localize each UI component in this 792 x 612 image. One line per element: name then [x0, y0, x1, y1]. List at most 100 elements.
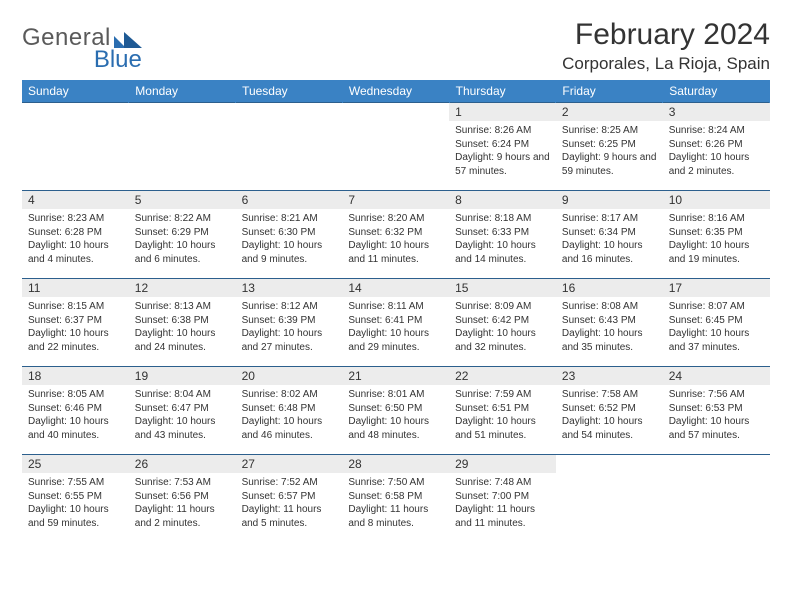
day-number: 5 [129, 191, 236, 209]
calendar-cell: 8Sunrise: 8:18 AMSunset: 6:33 PMDaylight… [449, 191, 556, 279]
weekday-header: Friday [556, 80, 663, 103]
calendar-cell: 25Sunrise: 7:55 AMSunset: 6:55 PMDayligh… [22, 455, 129, 543]
day-number: 25 [22, 455, 129, 473]
weekday-header: Monday [129, 80, 236, 103]
day-number: 17 [663, 279, 770, 297]
day-details: Sunrise: 8:17 AMSunset: 6:34 PMDaylight:… [556, 209, 663, 272]
weekday-header: Thursday [449, 80, 556, 103]
calendar-cell [236, 103, 343, 191]
day-number: 22 [449, 367, 556, 385]
day-details: Sunrise: 8:20 AMSunset: 6:32 PMDaylight:… [342, 209, 449, 272]
logo-text-blue: Blue [94, 46, 142, 73]
calendar-cell [663, 455, 770, 543]
weekday-header: Tuesday [236, 80, 343, 103]
calendar-cell: 1Sunrise: 8:26 AMSunset: 6:24 PMDaylight… [449, 103, 556, 191]
header: GeneralBlue February 2024 Corporales, La… [22, 18, 770, 74]
day-details: Sunrise: 8:05 AMSunset: 6:46 PMDaylight:… [22, 385, 129, 448]
day-details: Sunrise: 8:11 AMSunset: 6:41 PMDaylight:… [342, 297, 449, 360]
calendar-cell: 24Sunrise: 7:56 AMSunset: 6:53 PMDayligh… [663, 367, 770, 455]
calendar-cell [556, 455, 663, 543]
day-number: 10 [663, 191, 770, 209]
day-details: Sunrise: 8:07 AMSunset: 6:45 PMDaylight:… [663, 297, 770, 360]
calendar-cell: 2Sunrise: 8:25 AMSunset: 6:25 PMDaylight… [556, 103, 663, 191]
day-details: Sunrise: 8:04 AMSunset: 6:47 PMDaylight:… [129, 385, 236, 448]
day-details: Sunrise: 7:59 AMSunset: 6:51 PMDaylight:… [449, 385, 556, 448]
day-number: 28 [342, 455, 449, 473]
day-number: 2 [556, 103, 663, 121]
weekday-header-row: SundayMondayTuesdayWednesdayThursdayFrid… [22, 80, 770, 103]
calendar-cell: 9Sunrise: 8:17 AMSunset: 6:34 PMDaylight… [556, 191, 663, 279]
calendar-cell: 5Sunrise: 8:22 AMSunset: 6:29 PMDaylight… [129, 191, 236, 279]
day-details: Sunrise: 7:56 AMSunset: 6:53 PMDaylight:… [663, 385, 770, 448]
day-details: Sunrise: 8:22 AMSunset: 6:29 PMDaylight:… [129, 209, 236, 272]
day-details: Sunrise: 7:53 AMSunset: 6:56 PMDaylight:… [129, 473, 236, 536]
calendar-cell: 15Sunrise: 8:09 AMSunset: 6:42 PMDayligh… [449, 279, 556, 367]
day-details: Sunrise: 7:55 AMSunset: 6:55 PMDaylight:… [22, 473, 129, 536]
day-details: Sunrise: 8:09 AMSunset: 6:42 PMDaylight:… [449, 297, 556, 360]
calendar-week-row: 11Sunrise: 8:15 AMSunset: 6:37 PMDayligh… [22, 279, 770, 367]
day-number: 12 [129, 279, 236, 297]
calendar-cell: 21Sunrise: 8:01 AMSunset: 6:50 PMDayligh… [342, 367, 449, 455]
calendar-week-row: 25Sunrise: 7:55 AMSunset: 6:55 PMDayligh… [22, 455, 770, 543]
day-details: Sunrise: 8:13 AMSunset: 6:38 PMDaylight:… [129, 297, 236, 360]
day-number: 23 [556, 367, 663, 385]
day-number: 24 [663, 367, 770, 385]
day-number: 18 [22, 367, 129, 385]
calendar-cell: 22Sunrise: 7:59 AMSunset: 6:51 PMDayligh… [449, 367, 556, 455]
calendar-cell [22, 103, 129, 191]
day-details: Sunrise: 7:52 AMSunset: 6:57 PMDaylight:… [236, 473, 343, 536]
calendar-cell: 19Sunrise: 8:04 AMSunset: 6:47 PMDayligh… [129, 367, 236, 455]
day-number: 20 [236, 367, 343, 385]
day-details: Sunrise: 7:58 AMSunset: 6:52 PMDaylight:… [556, 385, 663, 448]
calendar-cell: 17Sunrise: 8:07 AMSunset: 6:45 PMDayligh… [663, 279, 770, 367]
calendar-cell: 16Sunrise: 8:08 AMSunset: 6:43 PMDayligh… [556, 279, 663, 367]
day-number: 19 [129, 367, 236, 385]
day-number: 3 [663, 103, 770, 121]
day-details: Sunrise: 8:08 AMSunset: 6:43 PMDaylight:… [556, 297, 663, 360]
day-number: 14 [342, 279, 449, 297]
day-number: 6 [236, 191, 343, 209]
weekday-header: Saturday [663, 80, 770, 103]
calendar-cell: 28Sunrise: 7:50 AMSunset: 6:58 PMDayligh… [342, 455, 449, 543]
calendar-cell: 13Sunrise: 8:12 AMSunset: 6:39 PMDayligh… [236, 279, 343, 367]
day-details: Sunrise: 8:18 AMSunset: 6:33 PMDaylight:… [449, 209, 556, 272]
day-details: Sunrise: 8:15 AMSunset: 6:37 PMDaylight:… [22, 297, 129, 360]
day-details: Sunrise: 8:16 AMSunset: 6:35 PMDaylight:… [663, 209, 770, 272]
day-number: 21 [342, 367, 449, 385]
calendar-week-row: 18Sunrise: 8:05 AMSunset: 6:46 PMDayligh… [22, 367, 770, 455]
calendar-cell: 3Sunrise: 8:24 AMSunset: 6:26 PMDaylight… [663, 103, 770, 191]
day-number: 11 [22, 279, 129, 297]
calendar-cell: 7Sunrise: 8:20 AMSunset: 6:32 PMDaylight… [342, 191, 449, 279]
weekday-header: Wednesday [342, 80, 449, 103]
calendar-cell: 23Sunrise: 7:58 AMSunset: 6:52 PMDayligh… [556, 367, 663, 455]
weekday-header: Sunday [22, 80, 129, 103]
calendar-cell [342, 103, 449, 191]
page-title: February 2024 [562, 18, 770, 52]
logo: GeneralBlue [22, 24, 142, 74]
calendar-cell: 27Sunrise: 7:52 AMSunset: 6:57 PMDayligh… [236, 455, 343, 543]
calendar-week-row: 1Sunrise: 8:26 AMSunset: 6:24 PMDaylight… [22, 103, 770, 191]
day-details: Sunrise: 8:24 AMSunset: 6:26 PMDaylight:… [663, 121, 770, 184]
day-details: Sunrise: 8:26 AMSunset: 6:24 PMDaylight:… [449, 121, 556, 184]
day-number: 27 [236, 455, 343, 473]
calendar-cell: 12Sunrise: 8:13 AMSunset: 6:38 PMDayligh… [129, 279, 236, 367]
calendar-cell: 29Sunrise: 7:48 AMSunset: 7:00 PMDayligh… [449, 455, 556, 543]
day-number: 29 [449, 455, 556, 473]
day-number: 9 [556, 191, 663, 209]
day-details: Sunrise: 8:02 AMSunset: 6:48 PMDaylight:… [236, 385, 343, 448]
day-details: Sunrise: 8:25 AMSunset: 6:25 PMDaylight:… [556, 121, 663, 184]
day-number: 4 [22, 191, 129, 209]
day-number: 13 [236, 279, 343, 297]
title-block: February 2024 Corporales, La Rioja, Spai… [562, 18, 770, 74]
day-number: 8 [449, 191, 556, 209]
calendar-cell: 4Sunrise: 8:23 AMSunset: 6:28 PMDaylight… [22, 191, 129, 279]
calendar-cell: 14Sunrise: 8:11 AMSunset: 6:41 PMDayligh… [342, 279, 449, 367]
location-subtitle: Corporales, La Rioja, Spain [562, 54, 770, 74]
calendar-cell: 11Sunrise: 8:15 AMSunset: 6:37 PMDayligh… [22, 279, 129, 367]
day-details: Sunrise: 8:23 AMSunset: 6:28 PMDaylight:… [22, 209, 129, 272]
day-details: Sunrise: 8:12 AMSunset: 6:39 PMDaylight:… [236, 297, 343, 360]
day-number: 1 [449, 103, 556, 121]
day-number: 16 [556, 279, 663, 297]
day-number: 26 [129, 455, 236, 473]
calendar-week-row: 4Sunrise: 8:23 AMSunset: 6:28 PMDaylight… [22, 191, 770, 279]
